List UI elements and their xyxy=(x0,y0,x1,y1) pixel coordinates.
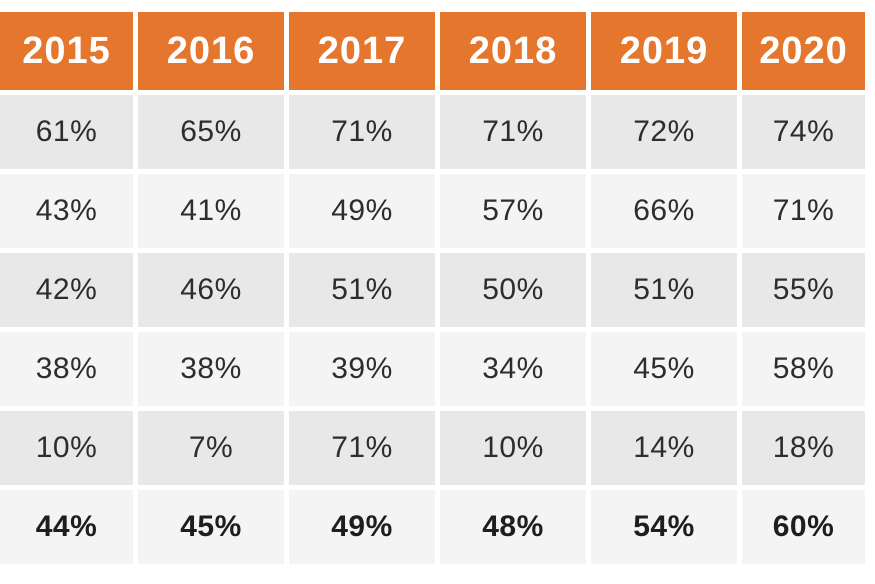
table-cell: 54% xyxy=(591,490,737,564)
header-cell-2016: 2016 xyxy=(138,12,284,90)
table-cell: 55% xyxy=(742,253,865,327)
table-row: 10% 7% 71% 10% 14% 18% xyxy=(0,411,865,485)
table-cell: 42% xyxy=(0,253,133,327)
table-cell: 44% xyxy=(0,490,133,564)
table-header-row: 2015 2016 2017 2018 2019 2020 xyxy=(0,12,865,90)
table-cell: 10% xyxy=(440,411,586,485)
table-cell: 72% xyxy=(591,95,737,169)
table-cell: 57% xyxy=(440,174,586,248)
table-row: 38% 38% 39% 34% 45% 58% xyxy=(0,332,865,406)
table-cell: 71% xyxy=(289,411,435,485)
table-cell: 7% xyxy=(138,411,284,485)
table-cell: 51% xyxy=(591,253,737,327)
table-cell: 61% xyxy=(0,95,133,169)
table-cell: 71% xyxy=(440,95,586,169)
table-cell: 38% xyxy=(138,332,284,406)
table-cell: 51% xyxy=(289,253,435,327)
table-row: 43% 41% 49% 57% 66% 71% xyxy=(0,174,865,248)
header-cell-2015: 2015 xyxy=(0,12,133,90)
table-cell: 45% xyxy=(591,332,737,406)
table-cell: 60% xyxy=(742,490,865,564)
header-cell-2019: 2019 xyxy=(591,12,737,90)
table-cell: 14% xyxy=(591,411,737,485)
table-cell: 38% xyxy=(0,332,133,406)
table-cell: 58% xyxy=(742,332,865,406)
table-row: 61% 65% 71% 71% 72% 74% xyxy=(0,95,865,169)
table-cell: 43% xyxy=(0,174,133,248)
header-cell-2018: 2018 xyxy=(440,12,586,90)
table-row: 42% 46% 51% 50% 51% 55% xyxy=(0,253,865,327)
table-cell: 18% xyxy=(742,411,865,485)
table-summary-row: 44% 45% 49% 48% 54% 60% xyxy=(0,490,865,564)
table-cell: 71% xyxy=(742,174,865,248)
table-cell: 10% xyxy=(0,411,133,485)
table-cell: 41% xyxy=(138,174,284,248)
table-cell: 49% xyxy=(289,174,435,248)
table-cell: 45% xyxy=(138,490,284,564)
table-cell: 48% xyxy=(440,490,586,564)
percentage-table: 2015 2016 2017 2018 2019 2020 61% 65% 71% 71% 72%… xyxy=(0,12,865,564)
table-cell: 71% xyxy=(289,95,435,169)
table-cell: 39% xyxy=(289,332,435,406)
table-cell: 49% xyxy=(289,490,435,564)
table-cell: 46% xyxy=(138,253,284,327)
table-cell: 65% xyxy=(138,95,284,169)
table-cell: 34% xyxy=(440,332,586,406)
table-cell: 66% xyxy=(591,174,737,248)
header-cell-2020: 2020 xyxy=(742,12,865,90)
table-body: 61% 65% 71% 71% 72% 74% 43% 41% 49% 57% 66% 71% 42% 4… xyxy=(0,95,865,564)
header-cell-2017: 2017 xyxy=(289,12,435,90)
table-cell: 74% xyxy=(742,95,865,169)
table-cell: 50% xyxy=(440,253,586,327)
